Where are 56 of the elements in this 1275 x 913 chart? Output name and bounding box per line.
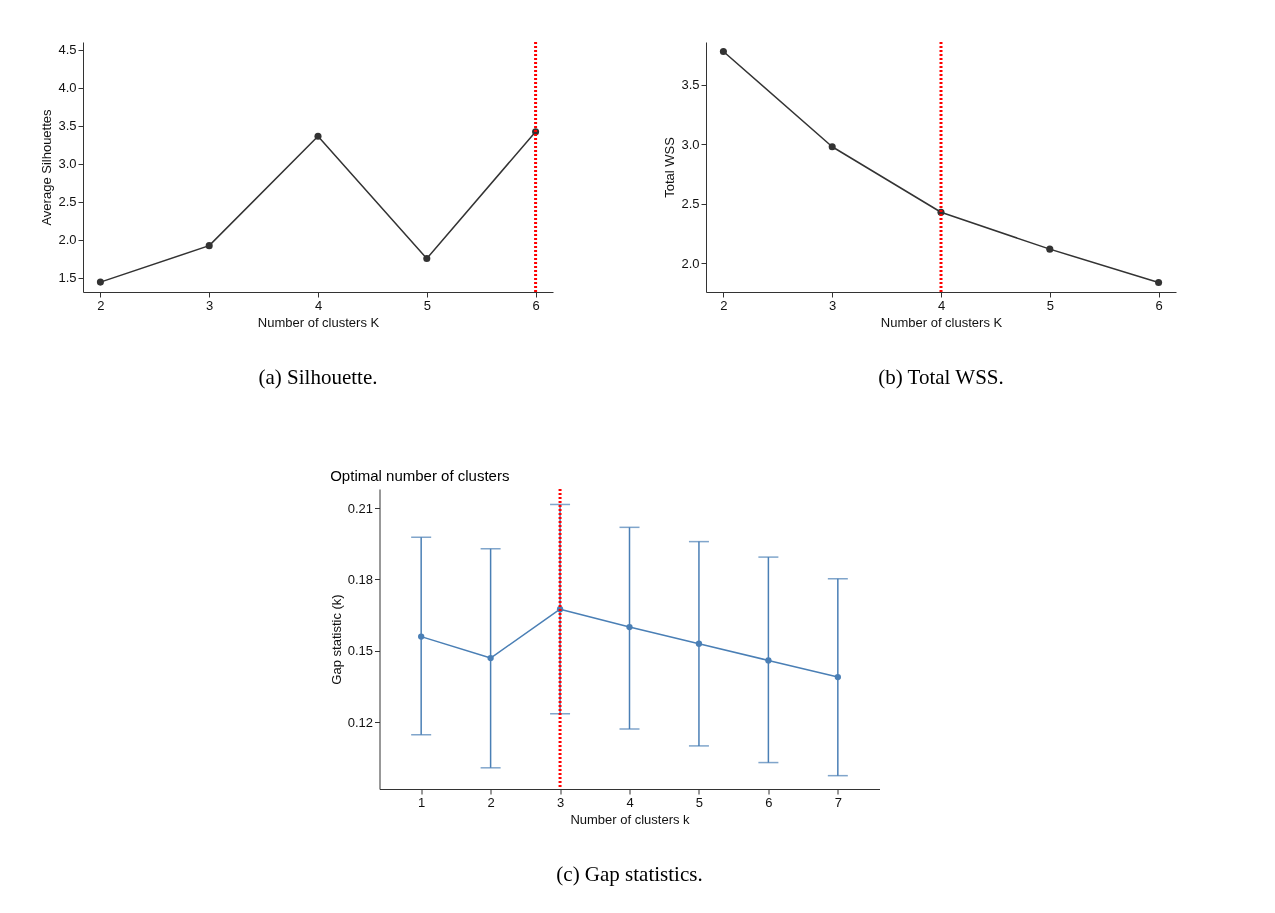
x-axis-title: Number of clusters K [257,314,380,330]
point [423,255,431,263]
y-tick-label: 3.0 [58,156,77,172]
x-axis-title: Number of clusters K [880,314,1003,330]
x-tick-label: 4 [937,297,946,313]
x-tick-label: 6 [532,297,540,313]
point [487,654,494,662]
point [96,278,104,286]
y-tick-label: 1.5 [58,270,77,286]
point [765,657,772,664]
x-tick-label: 5 [423,297,431,313]
y-tick-label: 2.0 [58,232,77,248]
point [205,242,213,250]
x-tick-label: 5 [695,794,704,810]
x-tick-label: 3 [556,794,565,810]
x-tick-label: 7 [834,794,842,810]
point [418,633,425,640]
x-tick-label: 3 [829,297,837,313]
chart-title: Optimal number of clusters [330,466,510,484]
y-tick-label: 0.15 [347,643,373,659]
point [1155,278,1163,287]
y-tick-label: 0.18 [347,571,373,587]
y-tick-label: 0.21 [347,500,373,516]
x-axis-title: Number of clusters k [570,811,691,827]
x-tick-label: 6 [1155,297,1163,313]
y-tick-label: 0.12 [347,714,373,730]
x-tick-label: 4 [626,794,634,810]
y-tick-label: 3.5 [58,118,77,134]
point [626,623,633,631]
y-tick-label: 2.5 [681,196,700,212]
x-tick-label: 2 [720,297,728,313]
x-tick-label: 1 [418,794,426,810]
y-tick-label: 3.0 [681,136,700,152]
y-tick-label: 3.5 [681,77,700,93]
point [834,673,841,681]
x-tick-label: 2 [487,794,495,810]
text: (c) Gap statistics. [556,862,703,886]
y-axis-title: Gap statistic (k) [328,594,344,685]
point [695,640,703,647]
x-tick-label: 4 [314,297,323,313]
x-tick-label: 2 [97,297,105,313]
x-tick-label: 6 [765,794,773,810]
x-tick-label: 3 [206,297,214,313]
point [719,47,727,56]
point [314,132,322,140]
y-tick-label: 4.0 [58,80,77,96]
point [1046,245,1054,253]
x-tick-label: 5 [1046,297,1054,313]
y-tick-label: 2.5 [58,194,77,210]
y-tick-label: 2.0 [681,255,700,271]
y-axis-title: Total WSS [662,136,678,198]
text: (b) Total WSS. [878,365,1004,389]
point [828,143,836,151]
y-axis-title: Average Silhouettes [39,108,55,226]
text: (a) Silhouette. [258,365,378,389]
y-tick-label: 4.5 [58,42,77,58]
